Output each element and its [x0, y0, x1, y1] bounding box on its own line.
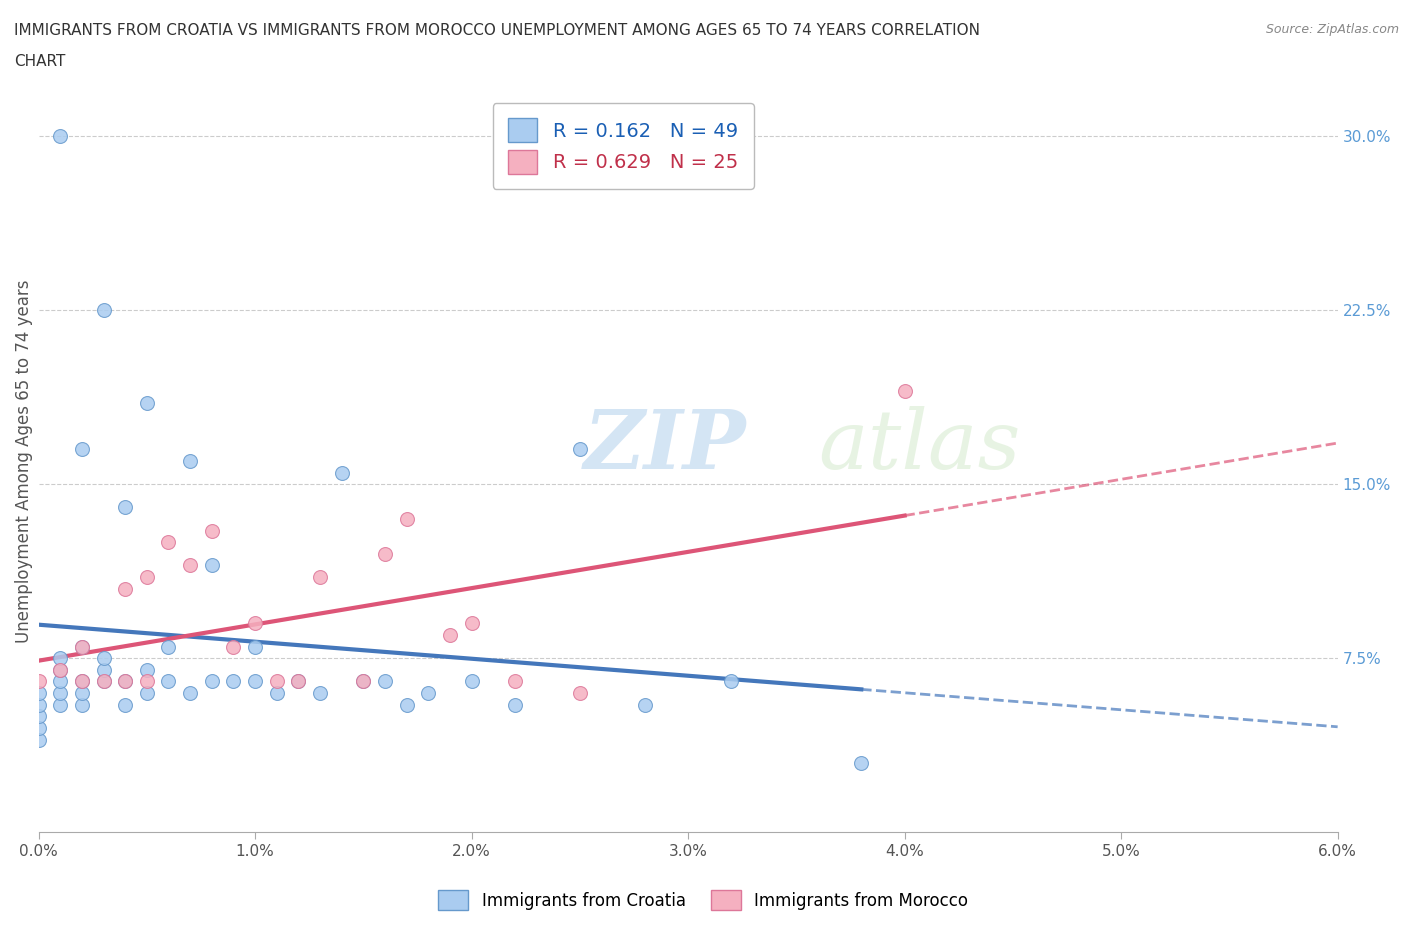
Point [70, 639, 93, 654]
Point [27, 732, 49, 747]
Point [114, 581, 136, 596]
Point [49, 662, 72, 677]
Point [93, 674, 115, 689]
Text: ZIP: ZIP [583, 406, 747, 486]
Point [49, 128, 72, 143]
Point [201, 558, 224, 573]
Point [287, 674, 309, 689]
Point [893, 384, 915, 399]
Point [114, 500, 136, 515]
Y-axis label: Unemployment Among Ages 65 to 74 years: Unemployment Among Ages 65 to 74 years [15, 279, 32, 643]
Legend: Immigrants from Croatia, Immigrants from Morocco: Immigrants from Croatia, Immigrants from… [432, 884, 974, 917]
Point [266, 674, 288, 689]
Point [418, 685, 440, 700]
Point [179, 685, 201, 700]
Point [114, 674, 136, 689]
Point [179, 558, 201, 573]
Point [309, 685, 332, 700]
Point [70, 674, 93, 689]
Point [135, 674, 157, 689]
Point [568, 442, 591, 457]
Point [93, 302, 115, 317]
Point [93, 674, 115, 689]
Point [460, 616, 482, 631]
Point [352, 674, 374, 689]
Point [243, 616, 266, 631]
Point [568, 685, 591, 700]
Point [243, 639, 266, 654]
Text: atlas: atlas [818, 406, 1021, 486]
Point [27, 721, 49, 736]
Point [309, 569, 332, 584]
Point [93, 662, 115, 677]
Point [49, 674, 72, 689]
Point [135, 685, 157, 700]
Point [114, 698, 136, 712]
Legend: R = 0.162   N = 49, R = 0.629   N = 25: R = 0.162 N = 49, R = 0.629 N = 25 [492, 103, 754, 189]
Point [634, 698, 657, 712]
Point [135, 569, 157, 584]
Point [135, 395, 157, 410]
Point [266, 685, 288, 700]
Point [93, 651, 115, 666]
Point [70, 685, 93, 700]
Point [287, 674, 309, 689]
Point [222, 674, 245, 689]
Point [374, 674, 396, 689]
Point [201, 674, 224, 689]
Point [330, 465, 353, 480]
Point [70, 674, 93, 689]
Point [114, 674, 136, 689]
Point [720, 674, 742, 689]
Point [157, 639, 180, 654]
Point [27, 674, 49, 689]
Point [27, 709, 49, 724]
Point [352, 674, 374, 689]
Point [439, 628, 461, 643]
Point [222, 639, 245, 654]
Point [135, 662, 157, 677]
Point [49, 685, 72, 700]
Point [27, 685, 49, 700]
Point [49, 662, 72, 677]
Point [201, 523, 224, 538]
Text: CHART: CHART [14, 54, 66, 69]
Point [243, 674, 266, 689]
Point [395, 512, 418, 526]
Point [27, 698, 49, 712]
Point [179, 454, 201, 469]
Text: IMMIGRANTS FROM CROATIA VS IMMIGRANTS FROM MOROCCO UNEMPLOYMENT AMONG AGES 65 TO: IMMIGRANTS FROM CROATIA VS IMMIGRANTS FR… [14, 23, 980, 38]
Point [157, 674, 180, 689]
Point [503, 698, 526, 712]
Point [49, 698, 72, 712]
Point [70, 698, 93, 712]
Point [49, 651, 72, 666]
Point [460, 674, 482, 689]
Text: Source: ZipAtlas.com: Source: ZipAtlas.com [1265, 23, 1399, 36]
Point [851, 755, 873, 770]
Point [503, 674, 526, 689]
Point [70, 442, 93, 457]
Point [395, 698, 418, 712]
Point [374, 546, 396, 561]
Point [157, 535, 180, 550]
Point [70, 639, 93, 654]
